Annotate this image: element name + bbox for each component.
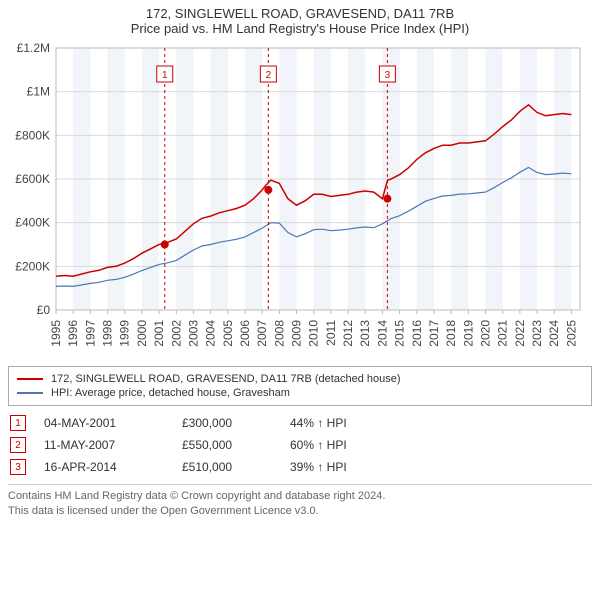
legend: 172, SINGLEWELL ROAD, GRAVESEND, DA11 7R… <box>8 366 592 406</box>
svg-text:2: 2 <box>266 70 272 81</box>
sale-row: 2 11-MAY-2007 £550,000 60% ↑ HPI <box>8 434 592 456</box>
svg-text:2010: 2010 <box>307 320 321 347</box>
svg-text:2011: 2011 <box>324 320 338 346</box>
svg-text:2015: 2015 <box>393 320 407 347</box>
svg-text:£1.2M: £1.2M <box>17 41 50 55</box>
svg-text:3: 3 <box>385 70 391 81</box>
sales-table: 1 04-MAY-2001 £300,000 44% ↑ HPI 2 11-MAY-200… <box>8 412 592 478</box>
sale-price: £300,000 <box>182 416 272 430</box>
svg-text:2012: 2012 <box>341 320 355 347</box>
sale-delta: 39% ↑ HPI <box>290 460 347 474</box>
svg-text:£400K: £400K <box>15 216 50 230</box>
sale-price: £550,000 <box>182 438 272 452</box>
svg-text:2001: 2001 <box>152 320 166 347</box>
footer: Contains HM Land Registry data © Crown c… <box>8 484 592 519</box>
svg-text:£800K: £800K <box>15 128 50 142</box>
sale-marker: 3 <box>10 459 26 475</box>
svg-text:1996: 1996 <box>66 320 80 347</box>
sale-delta: 44% ↑ HPI <box>290 416 347 430</box>
svg-text:2020: 2020 <box>479 320 493 347</box>
svg-text:2017: 2017 <box>427 320 441 347</box>
svg-text:2024: 2024 <box>547 320 561 347</box>
svg-text:1: 1 <box>162 70 168 81</box>
svg-text:2008: 2008 <box>272 320 286 347</box>
svg-text:2009: 2009 <box>290 320 304 347</box>
svg-text:2007: 2007 <box>255 320 269 347</box>
svg-text:2014: 2014 <box>375 320 389 347</box>
legend-label: 172, SINGLEWELL ROAD, GRAVESEND, DA11 7R… <box>51 373 401 385</box>
svg-text:2002: 2002 <box>169 320 183 347</box>
legend-row: 172, SINGLEWELL ROAD, GRAVESEND, DA11 7R… <box>17 372 583 386</box>
sale-date: 04-MAY-2001 <box>44 416 164 430</box>
chart-subtitle: Price paid vs. HM Land Registry's House … <box>8 21 592 36</box>
footer-line-1: Contains HM Land Registry data © Crown c… <box>8 489 592 504</box>
svg-text:£200K: £200K <box>15 259 50 273</box>
svg-text:1995: 1995 <box>49 320 63 347</box>
sale-row: 3 16-APR-2014 £510,000 39% ↑ HPI <box>8 456 592 478</box>
svg-text:£1M: £1M <box>27 85 50 99</box>
svg-text:£600K: £600K <box>15 172 50 186</box>
svg-text:1998: 1998 <box>101 320 115 347</box>
svg-text:2019: 2019 <box>461 320 475 347</box>
legend-label: HPI: Average price, detached house, Grav… <box>51 387 290 399</box>
svg-text:1999: 1999 <box>118 320 132 347</box>
svg-text:2025: 2025 <box>564 320 578 347</box>
footer-line-2: This data is licensed under the Open Gov… <box>8 504 592 519</box>
sale-row: 1 04-MAY-2001 £300,000 44% ↑ HPI <box>8 412 592 434</box>
chart: £0£200K£400K£600K£800K£1M£1.2M1995199619… <box>8 40 592 360</box>
svg-text:2003: 2003 <box>186 320 200 347</box>
chart-title: 172, SINGLEWELL ROAD, GRAVESEND, DA11 7R… <box>8 6 592 21</box>
svg-text:2005: 2005 <box>221 320 235 347</box>
svg-text:2013: 2013 <box>358 320 372 347</box>
svg-text:2022: 2022 <box>513 320 527 347</box>
legend-swatch <box>17 392 43 394</box>
svg-text:2000: 2000 <box>135 320 149 347</box>
svg-text:£0: £0 <box>37 303 51 317</box>
sale-delta: 60% ↑ HPI <box>290 438 347 452</box>
chart-svg: £0£200K£400K£600K£800K£1M£1.2M1995199619… <box>8 40 592 360</box>
svg-text:2006: 2006 <box>238 320 252 347</box>
svg-text:1997: 1997 <box>83 320 97 347</box>
sale-marker: 2 <box>10 437 26 453</box>
sale-marker: 1 <box>10 415 26 431</box>
svg-text:2021: 2021 <box>496 320 510 347</box>
sale-price: £510,000 <box>182 460 272 474</box>
sale-date: 16-APR-2014 <box>44 460 164 474</box>
legend-row: HPI: Average price, detached house, Grav… <box>17 386 583 400</box>
svg-text:2023: 2023 <box>530 320 544 347</box>
svg-text:2018: 2018 <box>444 320 458 347</box>
sale-date: 11-MAY-2007 <box>44 438 164 452</box>
legend-swatch <box>17 378 43 380</box>
svg-text:2004: 2004 <box>204 320 218 347</box>
svg-text:2016: 2016 <box>410 320 424 347</box>
